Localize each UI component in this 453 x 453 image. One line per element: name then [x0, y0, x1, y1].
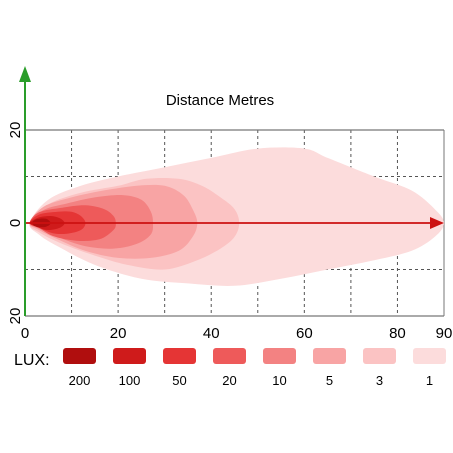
legend-swatch-10 [263, 348, 296, 364]
legend-swatch-5 [313, 348, 346, 364]
legend-label-100: 100 [119, 373, 141, 388]
x-tick-label: 60 [296, 325, 313, 342]
x-tick-label: 90 [436, 325, 453, 342]
legend-swatch-20 [213, 348, 246, 364]
legend-label-1: 1 [426, 373, 433, 388]
legend-swatch-1 [413, 348, 446, 364]
legend: LUX: 200 100 50 20 10 5 3 1 [14, 348, 446, 388]
x-tick-label: 20 [110, 325, 127, 342]
legend-label-10: 10 [272, 373, 286, 388]
lux-zones [29, 147, 445, 286]
beam-axis-arrowhead [430, 217, 444, 229]
legend-title: LUX: [14, 352, 50, 369]
y-tick-label: 20 [7, 308, 24, 325]
legend-swatch-200 [63, 348, 96, 364]
x-tick-label: 0 [21, 325, 29, 342]
legend-label-20: 20 [222, 373, 236, 388]
chart-title: Distance Metres [166, 92, 274, 109]
y-tick-label: 0 [7, 219, 24, 227]
y-tick-label: 20 [7, 122, 24, 139]
legend-swatch-50 [163, 348, 196, 364]
legend-label-5: 5 [326, 373, 333, 388]
x-tick-label: 40 [203, 325, 220, 342]
axes [19, 66, 444, 316]
legend-swatch-100 [113, 348, 146, 364]
y-axis-arrowhead [19, 66, 31, 82]
x-tick-label: 80 [389, 325, 406, 342]
legend-label-200: 200 [69, 373, 91, 388]
legend-label-50: 50 [172, 373, 186, 388]
legend-swatch-3 [363, 348, 396, 364]
legend-label-3: 3 [376, 373, 383, 388]
